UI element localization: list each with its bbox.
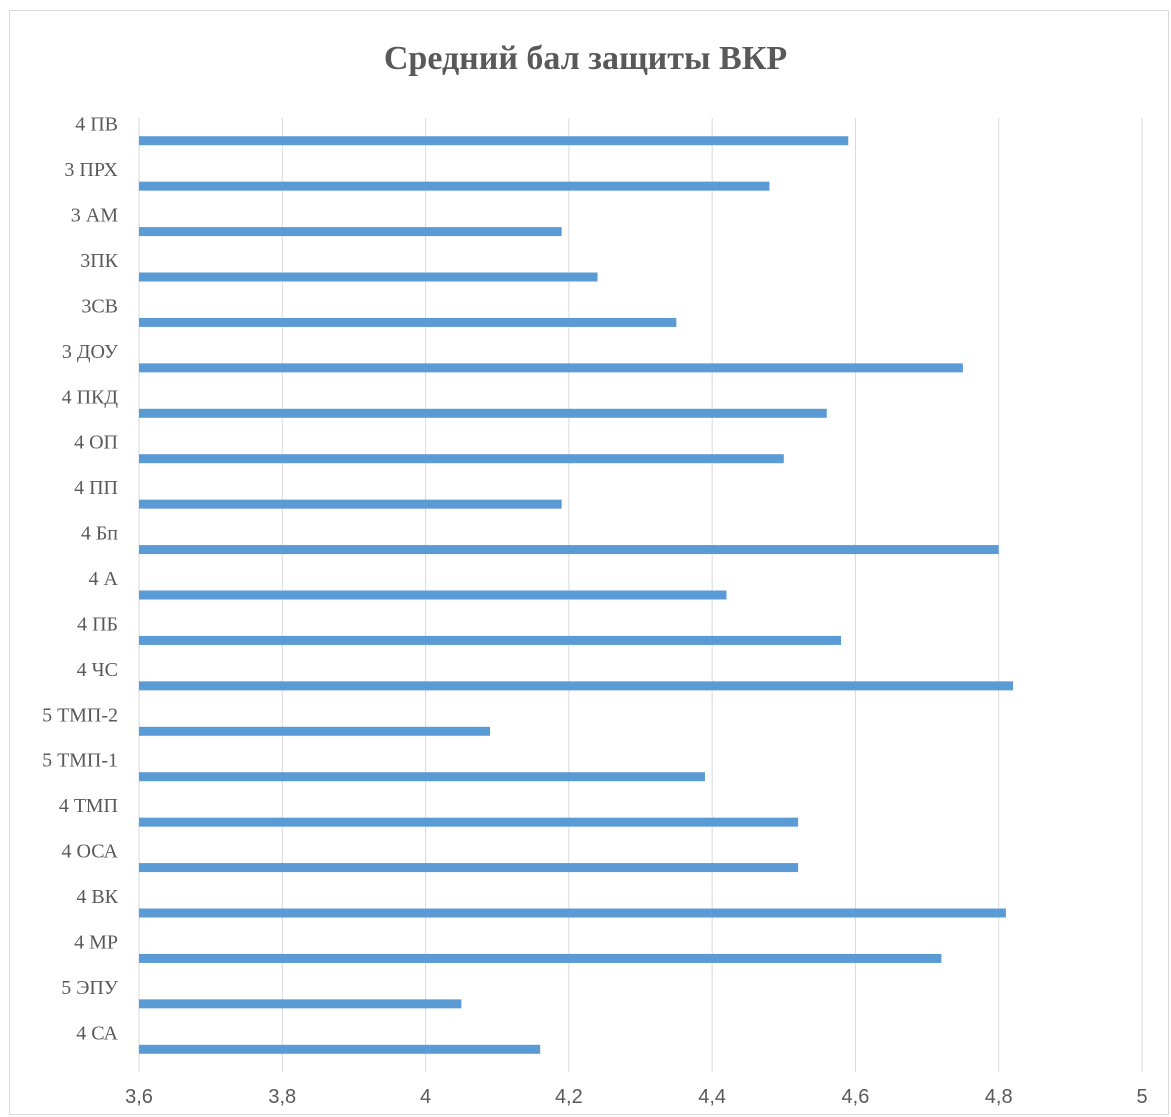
x-tick-label: 4 — [420, 1086, 431, 1108]
category-label: 4 ОП — [74, 432, 118, 454]
bar — [139, 363, 963, 373]
category-label: 5 ТМП-2 — [42, 704, 118, 726]
bar — [139, 635, 842, 645]
bar — [139, 908, 1006, 918]
x-tick-label: 3,8 — [268, 1086, 296, 1108]
x-tick-labels: 3,6 3,8 4 4,2 4,4 4,6 4,8 5 — [125, 1086, 1147, 1108]
bar — [139, 136, 849, 146]
x-tick-label: 4,2 — [555, 1086, 583, 1108]
bar — [139, 726, 491, 736]
bar — [139, 272, 598, 282]
bar — [139, 545, 999, 555]
category-label: 4 ВК — [76, 886, 118, 908]
bar — [139, 681, 1014, 691]
bar — [139, 590, 727, 600]
category-label: 5 ТМП-1 — [42, 750, 118, 772]
chart-frame — [9, 10, 1169, 1115]
category-labels: 4 ПВ 3 ПРХ 3 АМ 3ПК 3СВ 3 ДОУ 4 ПКД 4 ОП 4 ПП 4 Б… — [42, 114, 119, 1045]
bar — [139, 499, 562, 509]
category-label: 4 А — [89, 568, 119, 590]
bar — [139, 1044, 541, 1054]
category-label: 4 ЧС — [77, 659, 118, 681]
x-tick-label: 3,6 — [125, 1086, 153, 1108]
bar — [139, 999, 462, 1009]
category-label: 3СВ — [81, 295, 118, 317]
category-label: 4 ПП — [74, 477, 118, 499]
category-label: 5 ЭПУ — [61, 977, 119, 999]
category-label: 3ПК — [80, 250, 118, 272]
bar — [139, 408, 827, 418]
category-label: 4 ПВ — [75, 114, 118, 136]
bar — [139, 181, 770, 191]
x-tick-label: 5 — [1136, 1086, 1147, 1108]
category-label: 4 ОСА — [62, 841, 119, 863]
category-label: 4 ТМП — [59, 795, 118, 817]
bar — [139, 863, 799, 873]
bar — [139, 454, 784, 464]
category-label: 4 Бп — [81, 523, 118, 545]
category-label: 4 СА — [76, 1022, 118, 1044]
category-label: 4 ПБ — [77, 613, 118, 635]
chart-title: Средний бал защиты ВКР — [383, 40, 788, 77]
x-tick-label: 4,8 — [985, 1086, 1013, 1108]
bar — [139, 317, 677, 327]
bar — [139, 817, 799, 827]
bar — [139, 227, 562, 237]
bar — [139, 772, 705, 782]
bars — [139, 136, 1014, 1054]
x-tick-label: 4,6 — [842, 1086, 870, 1108]
category-label: 4 ПКД — [62, 386, 119, 408]
category-label: 3 ПРХ — [64, 159, 118, 181]
category-label: 4 МР — [74, 931, 118, 953]
bar — [139, 953, 942, 963]
category-label: 3 ДОУ — [62, 341, 119, 363]
x-tick-label: 4,4 — [698, 1086, 726, 1108]
category-label: 3 АМ — [71, 205, 118, 227]
